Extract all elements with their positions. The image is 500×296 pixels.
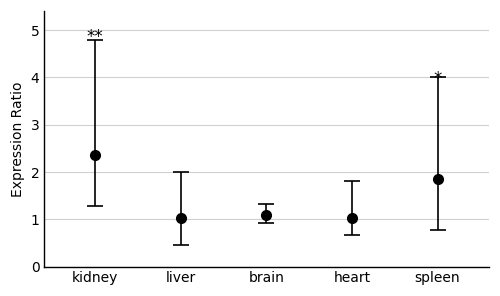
Text: *: *: [434, 70, 442, 88]
Text: **: **: [86, 28, 104, 46]
Y-axis label: Expression Ratio: Expression Ratio: [11, 81, 25, 197]
